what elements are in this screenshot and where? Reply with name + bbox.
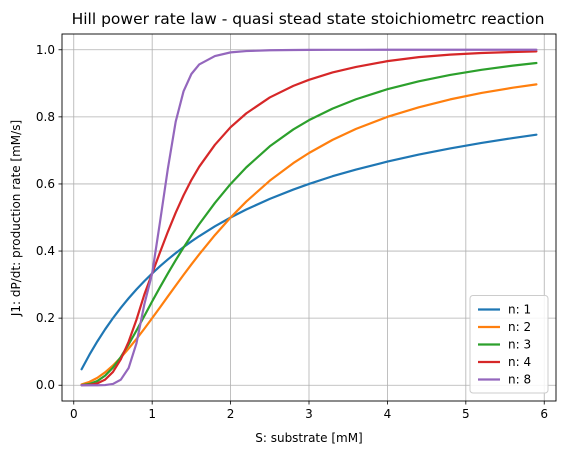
- y-tick-label: 0.8: [36, 110, 55, 124]
- legend-entry-label: n: 8: [508, 373, 531, 387]
- y-tick-label: 0.6: [36, 177, 55, 191]
- series-line: [80, 48, 538, 387]
- y-tick-label: 0.0: [36, 378, 55, 392]
- x-axis-label: S: substrate [mM]: [255, 431, 363, 445]
- x-tick-label: 0: [70, 407, 78, 421]
- y-axis-label: J1: dP/dt: production rate [mM/s]: [9, 120, 23, 317]
- y-tick-label: 0.2: [36, 311, 55, 325]
- x-tick-label: 2: [227, 407, 235, 421]
- plot-lines: [80, 48, 538, 387]
- x-tick-label: 6: [540, 407, 548, 421]
- y-axis-ticks: 0.0 0.2 0.4 0.6 0.8 1.0: [36, 43, 62, 392]
- legend-entry-label: n: 4: [508, 355, 531, 369]
- legend: n: 1 n: 2 n: 3 n: 4 n: 8: [469, 295, 549, 394]
- series-line: [80, 61, 538, 387]
- series-line: [80, 50, 538, 387]
- legend-entry-label: n: 1: [508, 303, 531, 317]
- legend-entry-label: n: 3: [508, 338, 531, 352]
- series-line: [80, 133, 538, 371]
- x-tick-label: 5: [462, 407, 470, 421]
- x-tick-label: 1: [148, 407, 156, 421]
- x-axis-ticks: 0 1 2 3 4 5 6: [70, 401, 548, 421]
- x-tick-label: 3: [305, 407, 313, 421]
- y-tick-label: 1.0: [36, 43, 55, 57]
- x-tick-label: 4: [384, 407, 392, 421]
- legend-box: [469, 295, 549, 394]
- y-tick-label: 0.4: [36, 244, 55, 258]
- legend-entry-label: n: 2: [508, 320, 531, 334]
- chart-title: Hill power rate law - quasi stead state …: [72, 10, 545, 28]
